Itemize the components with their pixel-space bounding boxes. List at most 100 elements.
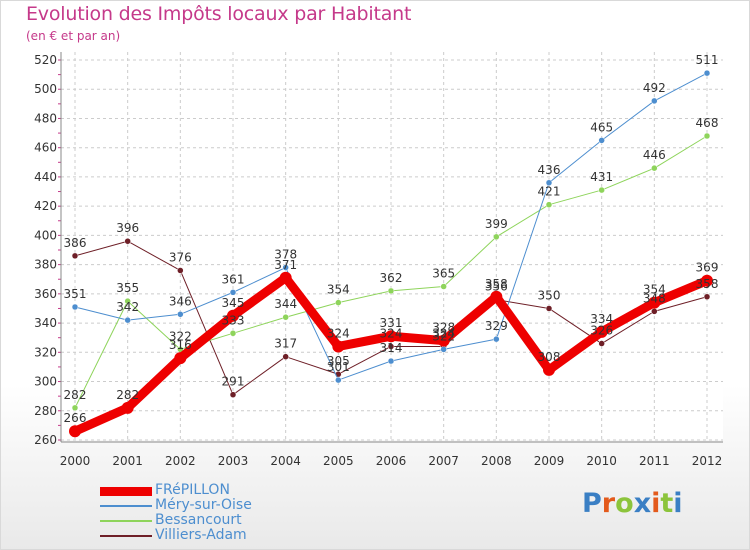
data-point-fr-pillon: [121, 401, 134, 414]
logo-letter: x: [633, 488, 652, 519]
data-point-fr-pillon: [437, 334, 450, 347]
data-label-fr-pillon: 266: [64, 411, 87, 425]
data-point-bessancourt: [651, 164, 658, 172]
logo-letter: t: [660, 488, 674, 519]
x-tick-label: 2003: [218, 454, 249, 468]
x-tick-label: 2006: [376, 454, 407, 468]
y-tick-label: 380: [34, 258, 57, 272]
data-label-bessancourt: 399: [485, 217, 508, 231]
data-label-m-ry-sur-oise: 436: [538, 163, 561, 177]
data-label-m-ry-sur-oise: 465: [590, 120, 613, 134]
legend-swatch-frepillon: [100, 487, 152, 496]
data-point-fr-pillon: [543, 363, 555, 376]
y-tick-label: 500: [34, 82, 57, 96]
data-label-fr-pillon: 369: [696, 261, 719, 275]
data-label-villiers-adam: 326: [590, 324, 613, 338]
data-point-bessancourt: [703, 132, 711, 140]
data-label-bessancourt: 354: [327, 283, 350, 297]
data-label-m-ry-sur-oise: 329: [485, 319, 508, 333]
x-tick-label: 2010: [586, 454, 617, 468]
data-label-m-ry-sur-oise: 314: [380, 341, 403, 355]
data-label-bessancourt: 468: [696, 116, 719, 130]
x-tick-label: 2004: [270, 454, 301, 468]
data-label-fr-pillon: 354: [643, 283, 666, 297]
x-tick-label: 2011: [639, 454, 670, 468]
data-point-bessancourt: [335, 299, 342, 306]
y-tick-label: 320: [34, 345, 57, 359]
logo-letter: r: [601, 488, 616, 519]
chart-subtitle: (en € et par an): [26, 29, 121, 43]
data-label-m-ry-sur-oise: 492: [643, 81, 666, 95]
data-label-m-ry-sur-oise: 351: [64, 287, 87, 301]
data-label-villiers-adam: 291: [222, 375, 245, 389]
data-label-villiers-adam: 324: [432, 326, 455, 340]
data-point-fr-pillon: [595, 325, 608, 338]
data-label-m-ry-sur-oise: 378: [274, 248, 297, 262]
data-label-m-ry-sur-oise: 322: [432, 329, 455, 343]
data-point-bessancourt: [545, 201, 553, 208]
data-point-bessancourt: [71, 404, 79, 412]
data-point-villiers-adam: [229, 391, 237, 398]
y-tick-label: 400: [34, 228, 57, 242]
legend-label: Méry-sur-Oise: [155, 497, 252, 513]
data-point-m-ry-sur-oise: [177, 311, 184, 318]
data-label-fr-pillon: 308: [538, 350, 561, 364]
data-point-villiers-adam: [703, 293, 711, 301]
data-point-fr-pillon: [648, 296, 661, 309]
data-label-villiers-adam: 305: [327, 354, 350, 368]
data-label-villiers-adam: 317: [274, 337, 297, 351]
data-point-villiers-adam: [598, 340, 605, 347]
y-tick-label: 520: [34, 53, 57, 67]
data-label-bessancourt: 333: [222, 313, 245, 327]
data-point-m-ry-sur-oise: [282, 264, 289, 271]
data-point-bessancourt: [282, 313, 289, 321]
legend-label: Bessancourt: [155, 512, 242, 528]
data-label-fr-pillon: 358: [485, 277, 508, 291]
y-tick-label: 280: [34, 404, 57, 418]
data-label-villiers-adam: 324: [380, 326, 403, 340]
x-tick-label: 2012: [692, 454, 723, 468]
data-label-m-ry-sur-oise: 511: [696, 53, 719, 67]
x-tick-label: 2005: [323, 454, 354, 468]
data-label-bessancourt: 355: [116, 281, 139, 295]
logo-letter: P: [582, 488, 602, 519]
data-point-fr-pillon: [490, 290, 503, 303]
data-label-fr-pillon: 328: [432, 321, 455, 335]
data-label-villiers-adam: 386: [64, 236, 87, 250]
data-point-m-ry-sur-oise: [493, 335, 500, 343]
data-point-bessancourt: [493, 233, 500, 241]
logo-letter: i: [673, 488, 683, 519]
data-point-m-ry-sur-oise: [335, 376, 342, 384]
y-tick-label: 420: [34, 199, 57, 213]
x-tick-label: 2000: [60, 454, 91, 468]
data-point-villiers-adam: [282, 353, 289, 360]
data-point-fr-pillon: [332, 340, 345, 353]
data-label-bessancourt: 322: [169, 329, 192, 343]
data-label-bessancourt: 365: [432, 267, 455, 281]
data-label-villiers-adam: 358: [696, 277, 719, 291]
data-point-villiers-adam: [545, 305, 553, 312]
data-point-fr-pillon: [701, 274, 713, 287]
data-label-bessancourt: 344: [274, 297, 297, 311]
data-label-fr-pillon: 282: [116, 388, 139, 402]
data-point-m-ry-sur-oise: [651, 97, 658, 105]
legend-swatch-bessancourt: [100, 520, 152, 522]
data-point-bessancourt: [124, 297, 131, 305]
data-label-bessancourt: 421: [538, 185, 561, 199]
x-tick-label: 2007: [428, 454, 459, 468]
data-label-villiers-adam: 348: [643, 291, 666, 305]
data-point-bessancourt: [598, 186, 605, 194]
data-point-villiers-adam: [651, 308, 658, 315]
x-tick-label: 2009: [534, 454, 565, 468]
legend-label: FRéPILLON: [155, 482, 230, 498]
data-label-bessancourt: 446: [643, 148, 666, 162]
data-point-bessancourt: [440, 283, 447, 290]
data-point-villiers-adam: [124, 237, 131, 245]
x-tick-label: 2002: [165, 454, 196, 468]
data-label-bessancourt: 282: [64, 388, 87, 402]
data-label-fr-pillon: 331: [380, 316, 403, 330]
data-label-fr-pillon: 334: [590, 312, 613, 326]
data-point-m-ry-sur-oise: [71, 303, 79, 311]
logo-letter: o: [615, 488, 634, 519]
